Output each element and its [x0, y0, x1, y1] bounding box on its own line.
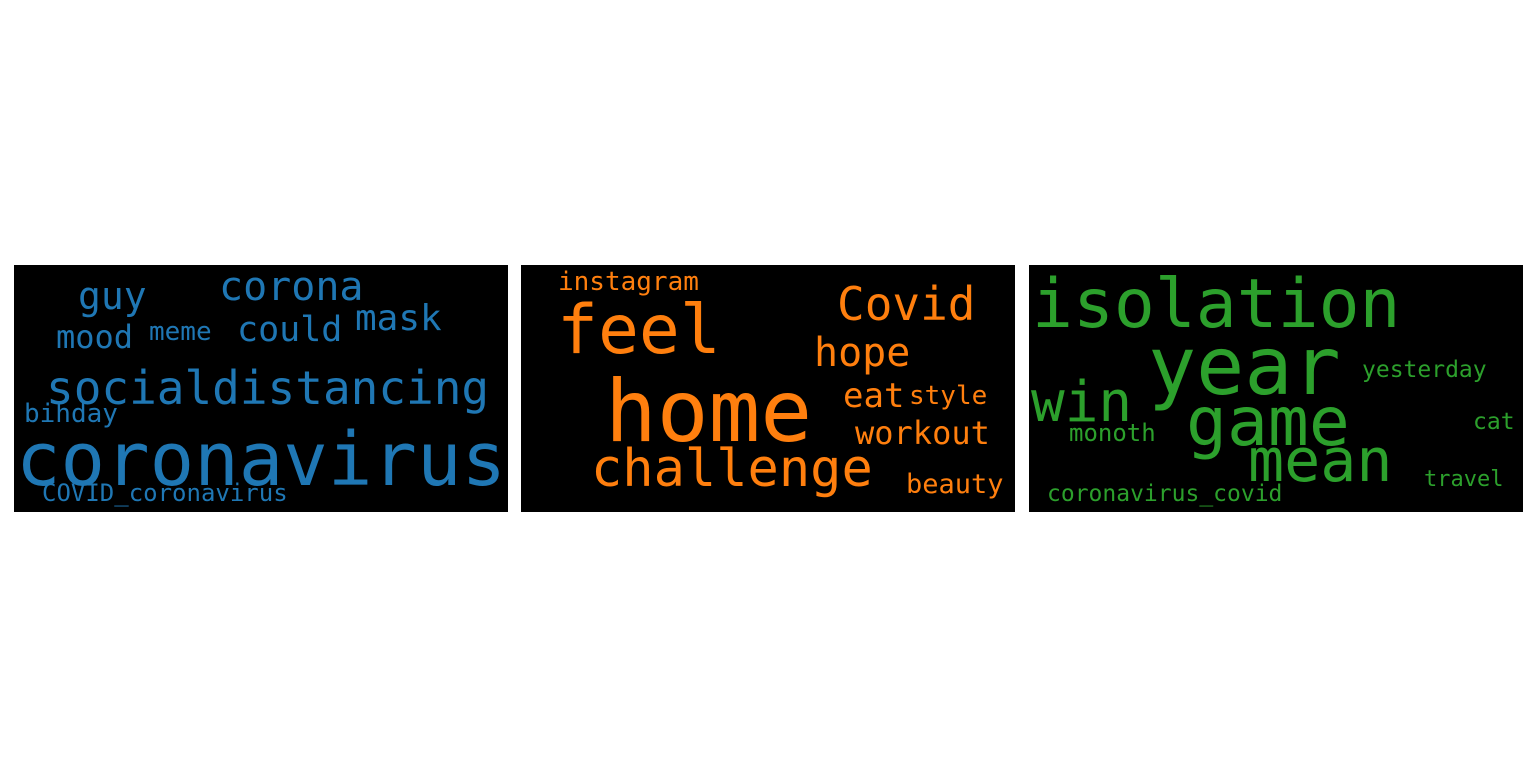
word-bihday: bihday [24, 399, 118, 429]
word-challenge: challenge [591, 439, 873, 499]
word-hope: hope [814, 330, 911, 376]
word-mask: mask [355, 298, 442, 339]
word-game: game [1186, 383, 1350, 462]
word-meme: meme [149, 317, 212, 347]
word-covid: Covid [837, 277, 976, 331]
word-guy: guy [78, 274, 147, 318]
word-mood: mood [56, 318, 134, 356]
word-cloud-panel-2: instagram Covid feel hope home eat style… [521, 265, 1015, 512]
word-instagram: instagram [558, 267, 699, 297]
word-covid-coronavirus: COVID_coronavirus [42, 479, 288, 507]
word-feel: feel [557, 291, 721, 370]
word-year: year [1148, 320, 1341, 413]
word-mean: mean [1248, 426, 1393, 496]
word-coronavirus: coronavirus [16, 417, 507, 503]
word-workout: workout [855, 414, 990, 452]
word-cloud-panel-1: corona guy mask could mood meme socialdi… [14, 265, 508, 512]
word-corona: corona [219, 265, 364, 310]
word-yesterday: yesterday [1362, 357, 1487, 383]
word-could: could [237, 310, 343, 350]
word-monoth: monoth [1069, 419, 1156, 447]
word-socialdistancing: socialdistancing [46, 361, 490, 415]
word-cloud-panel-3: isolation year yesterday win game monoth… [1029, 265, 1523, 512]
word-isolation: isolation [1032, 265, 1401, 344]
word-style: style [909, 381, 988, 411]
word-home: home [605, 362, 813, 462]
word-win: win [1031, 370, 1133, 435]
word-travel: travel [1424, 467, 1504, 492]
word-cat: cat [1473, 409, 1515, 435]
word-eat: eat [843, 376, 905, 416]
word-beauty: beauty [906, 469, 1004, 500]
word-coronavirus-covid: coronavirus_covid [1047, 481, 1283, 507]
